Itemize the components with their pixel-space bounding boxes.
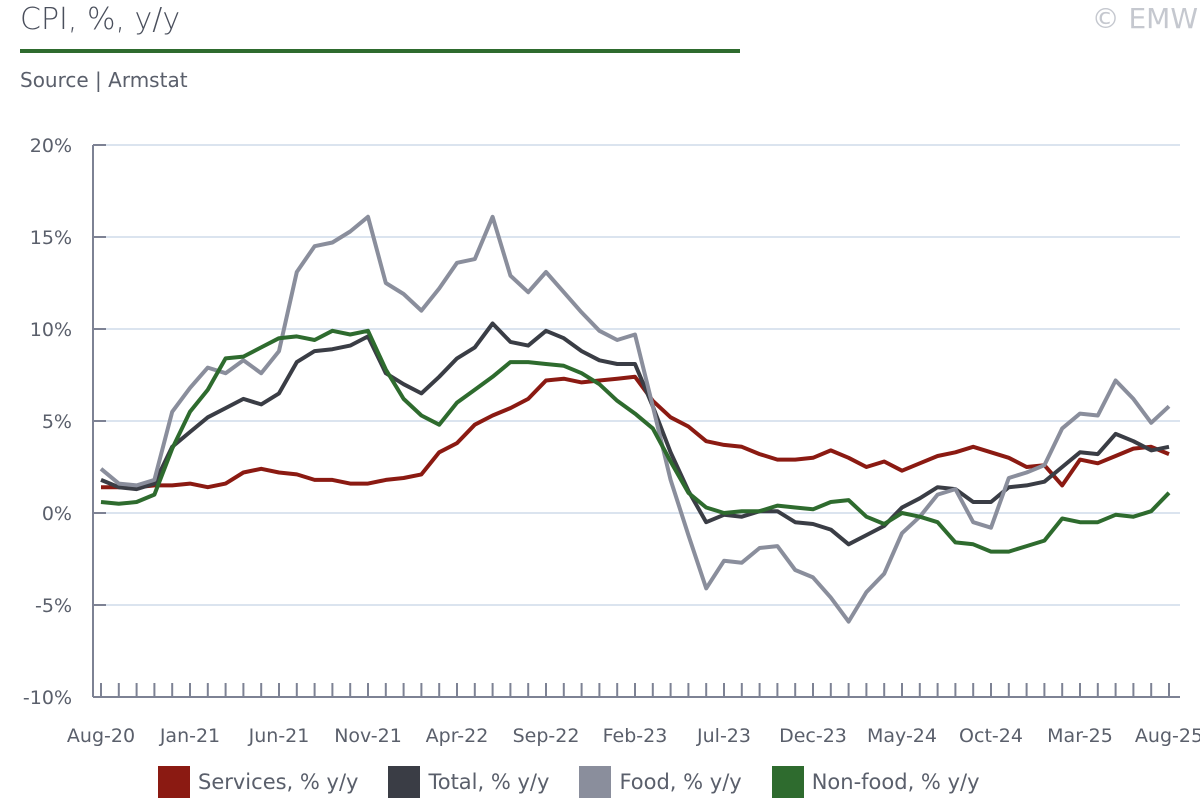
legend-item: Total, % y/y xyxy=(388,766,549,798)
x-tick-label: Aug-25 xyxy=(1135,725,1200,747)
legend-swatch xyxy=(158,766,190,798)
x-tick-label: Nov-21 xyxy=(334,725,402,747)
x-tick-label: Jan-21 xyxy=(159,725,220,747)
legend: Services, % y/y Total, % y/y Food, % y/y No… xyxy=(158,766,980,798)
x-tick-label: Jun-21 xyxy=(248,725,310,747)
y-tick-label: 20% xyxy=(30,135,72,157)
legend-label: Non-food, % y/y xyxy=(811,770,980,794)
y-tick-label: -10% xyxy=(23,687,72,709)
legend-swatch xyxy=(579,766,612,798)
legend-label: Total, % y/y xyxy=(428,770,550,794)
x-tick-label: Sep-22 xyxy=(513,725,580,747)
x-tick-label: Jul-23 xyxy=(696,725,751,747)
y-tick-label: -5% xyxy=(35,595,72,617)
x-tick-label: Oct-24 xyxy=(959,725,1023,747)
source-label: Source | Armstat xyxy=(20,68,188,92)
series-line-services xyxy=(101,374,1170,490)
x-tick-label: Mar-25 xyxy=(1047,725,1113,747)
x-tick-label: Feb-23 xyxy=(603,725,668,747)
y-tick-label: 15% xyxy=(30,227,72,249)
legend-label: Food, % y/y xyxy=(619,770,742,794)
copyright-watermark: © EMW xyxy=(1091,2,1198,35)
x-tick-label: Dec-23 xyxy=(779,725,847,747)
legend-item: Non-food, % y/y xyxy=(771,766,980,798)
series-line-food xyxy=(99,214,1171,624)
legend-swatch xyxy=(388,766,421,798)
legend-item: Food, % y/y xyxy=(579,766,742,798)
legend-item: Services, % y/y xyxy=(158,766,358,798)
y-tick-label: 0% xyxy=(42,503,72,525)
x-tick-label: Apr-22 xyxy=(426,725,489,747)
chart-title: CPI, %, y/y xyxy=(20,2,181,37)
y-tick-label: 10% xyxy=(30,319,72,341)
x-tick-label: May-24 xyxy=(867,725,937,747)
legend-swatch xyxy=(771,766,804,798)
x-tick-label: Aug-20 xyxy=(67,725,135,747)
title-underline xyxy=(20,49,740,53)
legend-label: Services, % y/y xyxy=(198,770,359,794)
y-tick-label: 5% xyxy=(42,411,72,433)
series-line-total xyxy=(100,321,1170,547)
